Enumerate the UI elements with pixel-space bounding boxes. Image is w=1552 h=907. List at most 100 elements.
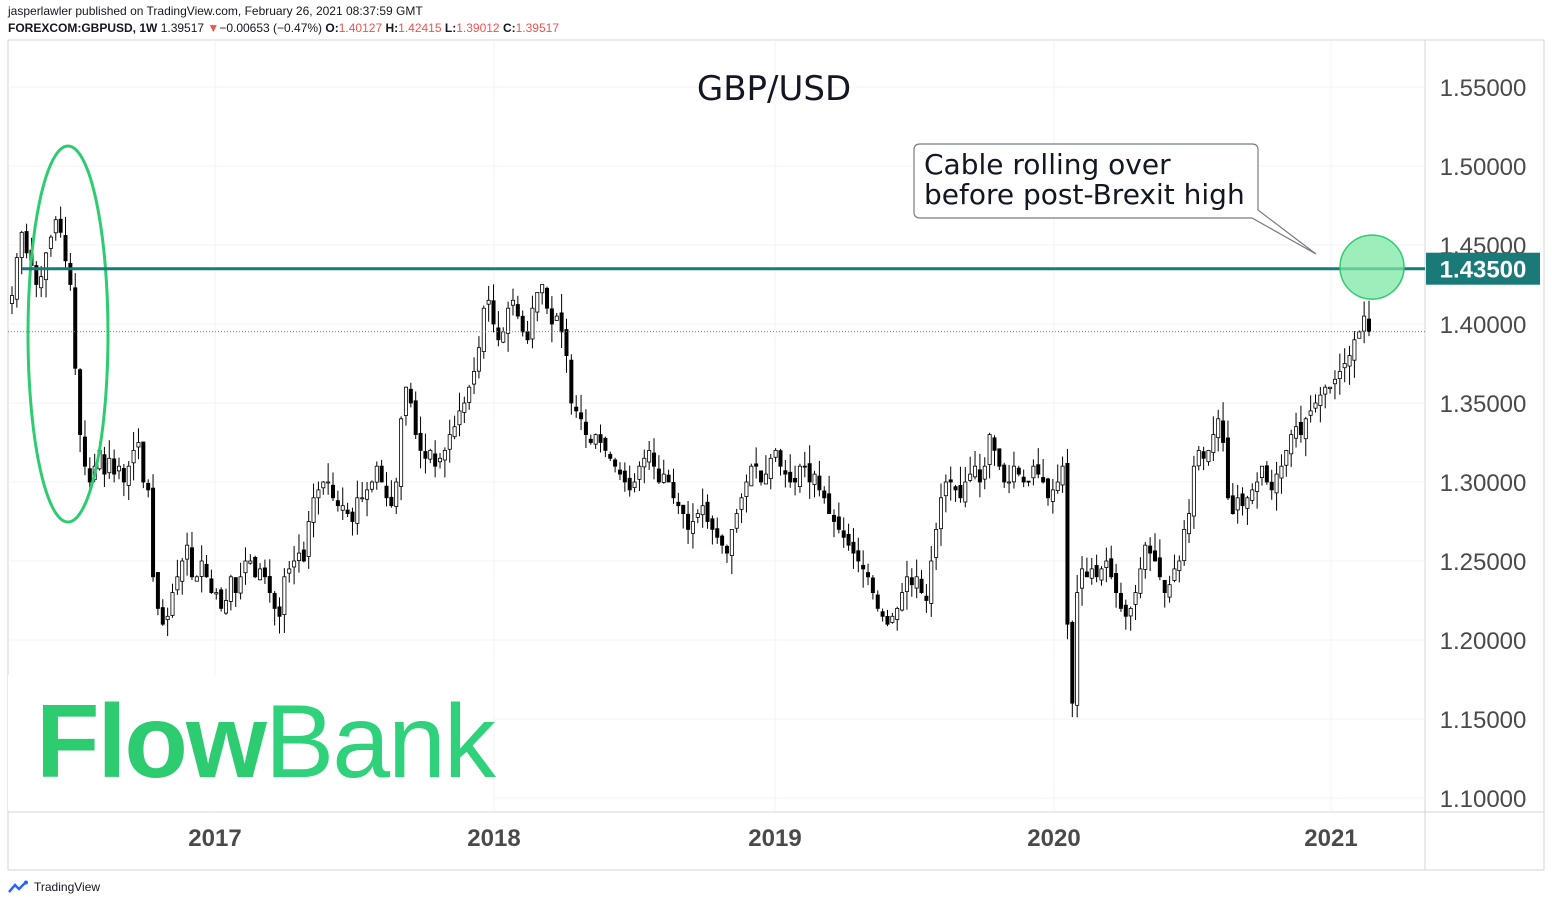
candle [1211, 416, 1216, 461]
candle-body [73, 287, 78, 369]
candle-body [671, 482, 676, 499]
candle [301, 541, 306, 563]
candle-body [1337, 370, 1342, 380]
x-tick-label: 2021 [1304, 825, 1357, 852]
candle-body [1357, 331, 1362, 339]
candle [413, 391, 418, 439]
candle [1084, 557, 1089, 578]
candle-body [301, 549, 306, 562]
candle-body [890, 615, 895, 623]
close-value: 1.39517 [515, 21, 560, 35]
candle-body [554, 315, 559, 321]
candle [243, 547, 248, 585]
candle-body [428, 449, 433, 460]
candle [1347, 345, 1352, 385]
candle [1162, 579, 1167, 608]
y-tick-label: 1.50000 [1440, 154, 1527, 181]
candle-body [1084, 571, 1089, 578]
candle-body [165, 615, 170, 620]
candle [841, 517, 846, 548]
candle-body [272, 592, 277, 609]
brexit-highlight-ellipse [26, 144, 110, 524]
candle [773, 448, 778, 463]
tradingview-brand[interactable]: TradingView [34, 880, 101, 894]
time-axis[interactable]: 2017 2018 2019 2020 2021 [188, 825, 1357, 852]
candle [866, 563, 871, 586]
candle [228, 574, 233, 611]
candle [365, 481, 370, 517]
candle-body [997, 448, 1002, 467]
candle-body [948, 479, 953, 483]
candle [1240, 487, 1245, 516]
candle [1196, 445, 1201, 471]
y-tick-label: 1.20000 [1440, 628, 1527, 655]
candle [797, 463, 802, 493]
candle [710, 515, 715, 545]
candle [306, 510, 311, 569]
candle [987, 432, 992, 479]
candle [136, 428, 141, 460]
candle [1357, 330, 1362, 339]
candle [744, 474, 749, 513]
candle [783, 459, 788, 488]
candle [141, 441, 146, 489]
candle [520, 310, 525, 337]
candle [379, 459, 384, 483]
candle-body [243, 560, 248, 574]
price-axis[interactable]: 1.10000 1.15000 1.20000 1.25000 1.30000 1.350… [1440, 75, 1527, 813]
candle-body [457, 410, 462, 426]
candle-body [1016, 467, 1021, 475]
candle-body [316, 489, 321, 499]
close-label: C: [502, 21, 516, 35]
candle-body [1109, 558, 1114, 578]
candle-body [866, 572, 871, 578]
candle-body [647, 449, 652, 463]
candle-body [292, 560, 297, 568]
candle [715, 517, 720, 544]
candle-body [219, 589, 224, 609]
candle-body [170, 592, 175, 616]
candle [340, 487, 345, 520]
candle-body [681, 504, 686, 514]
candle-body [1041, 477, 1046, 483]
candle [345, 502, 350, 518]
candle [1152, 533, 1157, 562]
candle [686, 500, 691, 544]
candle-body [39, 276, 44, 289]
candle [1323, 384, 1328, 409]
candle-body [253, 556, 258, 578]
candle-body [467, 386, 472, 403]
candle [1016, 465, 1021, 477]
candle [1094, 554, 1099, 583]
candle [1303, 416, 1308, 457]
candle [335, 490, 340, 512]
candle [661, 459, 666, 484]
candle [199, 545, 204, 593]
candle [467, 384, 472, 410]
annotation-callout[interactable]: Cable rolling over before post-Brexit hi… [913, 143, 1317, 255]
candle-body [1143, 544, 1148, 570]
candle-body [1284, 449, 1289, 466]
candle-body [399, 418, 404, 487]
tradingview-logo-icon[interactable] [8, 880, 30, 894]
candle-body [1298, 421, 1303, 436]
candle-body [749, 465, 754, 487]
candle [1138, 557, 1143, 599]
candle-body [1080, 568, 1085, 589]
candle-body [194, 576, 199, 582]
candle-body [1011, 465, 1016, 483]
candle [1250, 483, 1255, 505]
candle [48, 234, 53, 257]
x-tick-label: 2020 [1027, 825, 1080, 852]
candle-body [413, 400, 418, 435]
candle [831, 509, 836, 538]
y-tick-label: 1.35000 [1440, 391, 1527, 418]
candle [369, 480, 374, 493]
high-value: 1.42415 [398, 21, 442, 35]
candle [1011, 451, 1016, 489]
candle-body [1162, 579, 1167, 594]
candle-body [569, 359, 574, 404]
candle [1172, 554, 1177, 583]
symbol-label[interactable]: FOREXCOM:GBPUSD, 1W [8, 21, 158, 35]
